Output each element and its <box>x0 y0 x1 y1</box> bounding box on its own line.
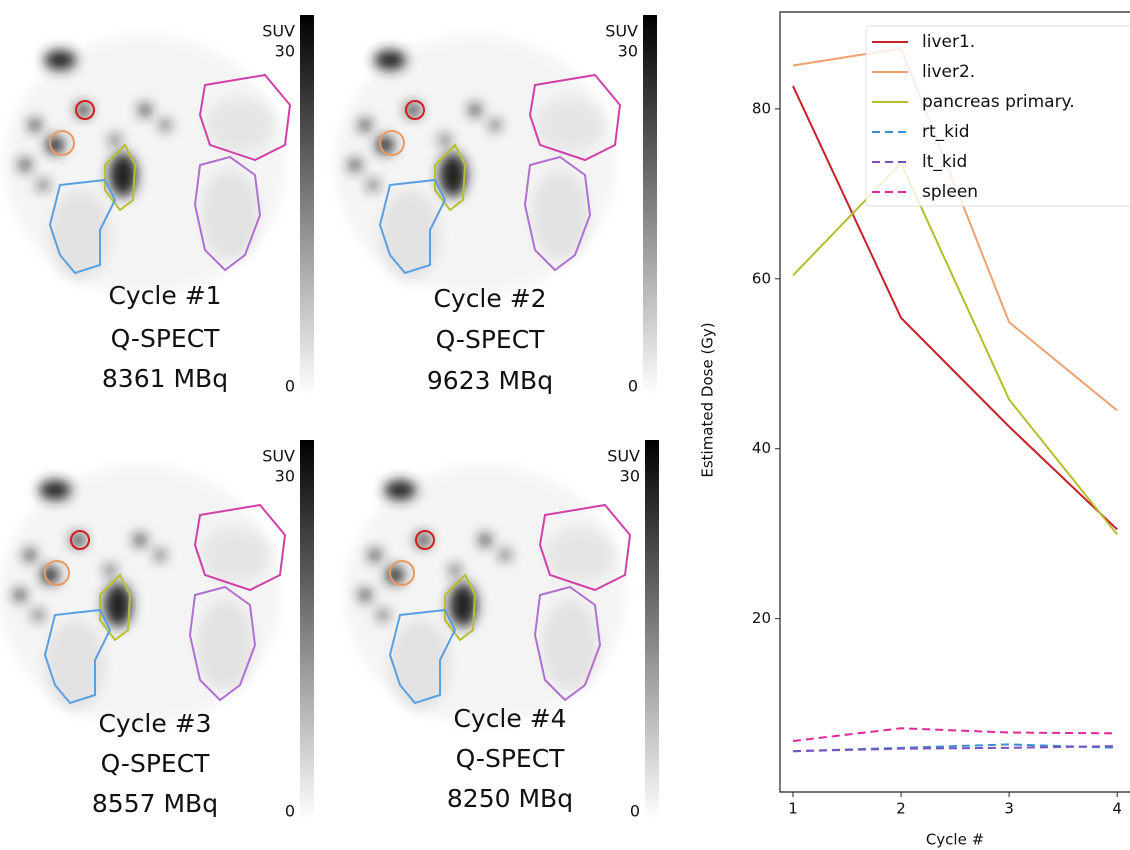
colorbar-label: SUV <box>262 447 295 466</box>
spect-panel: SUV 0 30 Cycle #2 Q-SPECT 9623 MBq <box>335 15 657 396</box>
panel-caption: Cycle #3 <box>98 709 211 738</box>
y-tick-label: 20 <box>752 609 771 627</box>
colorbar <box>645 440 659 820</box>
legend-label: pancreas primary. <box>922 92 1075 112</box>
colorbar <box>300 15 314 395</box>
series-line <box>792 85 1118 531</box>
spect-image <box>5 35 290 295</box>
colorbar <box>300 440 314 820</box>
x-tick-label: 1 <box>788 800 798 818</box>
colorbar-tick-label: 30 <box>275 42 295 61</box>
spect-image <box>335 35 620 295</box>
panel-caption: 8250 MBq <box>447 784 573 813</box>
panel-caption: 8361 MBq <box>102 364 228 393</box>
legend-label: lt_kid <box>922 152 967 172</box>
colorbar-label: SUV <box>607 447 640 466</box>
x-tick-label: 2 <box>896 800 906 818</box>
spect-panel: SUV 0 30 Cycle #1 Q-SPECT 8361 MBq <box>5 15 314 396</box>
panel-caption: 8557 MBq <box>92 789 218 818</box>
legend: liver1. liver2. pancreas primary. rt_kid lt_… <box>865 25 1130 207</box>
spect-image <box>0 465 285 725</box>
legend-label: spleen <box>922 182 978 202</box>
panel-caption: Q-SPECT <box>456 744 566 773</box>
panel-caption: Cycle #1 <box>108 281 221 310</box>
panels: SUV 0 30 Cycle #1 Q-SPECT 8361 MBq SUV 0 30 Cycle… <box>0 15 659 821</box>
legend-label: rt_kid <box>922 122 970 142</box>
colorbar-tick-label: 30 <box>620 467 640 486</box>
spect-panel: SUV 0 30 Cycle #3 Q-SPECT 8557 MBq <box>0 440 314 821</box>
colorbar-tick-label: 0 <box>285 802 295 821</box>
colorbar-tick-label: 0 <box>285 377 295 396</box>
series-line <box>792 161 1118 536</box>
spect-panel: SUV 0 30 Cycle #4 Q-SPECT 8250 MBq <box>345 440 659 821</box>
axes-frame <box>779 11 1130 793</box>
colorbar-label: SUV <box>262 22 295 41</box>
colorbar <box>643 15 657 395</box>
y-tick-label: 80 <box>752 99 771 117</box>
x-axis-label: Cycle # <box>926 831 984 849</box>
series-line <box>792 727 1118 743</box>
x-tick-label: 4 <box>1112 800 1122 818</box>
panel-caption: Cycle #2 <box>433 284 546 313</box>
colorbar-tick-label: 0 <box>630 802 640 821</box>
panel-caption: Q-SPECT <box>436 325 546 354</box>
x-tick-label: 3 <box>1004 800 1014 818</box>
legend-label: liver1. <box>922 32 975 52</box>
y-tick-label: 60 <box>752 269 771 287</box>
panel-caption: Q-SPECT <box>111 324 221 353</box>
y-axis-label: Estimated Dose (Gy) <box>699 322 717 477</box>
panel-caption: Q-SPECT <box>101 749 211 778</box>
colorbar-label: SUV <box>605 22 638 41</box>
y-tick-label: 40 <box>752 439 771 457</box>
legend-box <box>865 25 1130 207</box>
colorbar-tick-label: 30 <box>618 42 638 61</box>
legend-label: liver2. <box>922 62 975 82</box>
series-line <box>792 745 1118 753</box>
panel-caption: Cycle #4 <box>453 704 566 733</box>
spect-image <box>345 465 630 725</box>
panel-caption: 9623 MBq <box>427 366 553 395</box>
colorbar-tick-label: 30 <box>275 467 295 486</box>
line-chart: Estimated Dose (Gy) Cycle # 20 40 60 80 1 2 3 4… <box>699 11 1130 849</box>
colorbar-tick-label: 0 <box>628 377 638 396</box>
